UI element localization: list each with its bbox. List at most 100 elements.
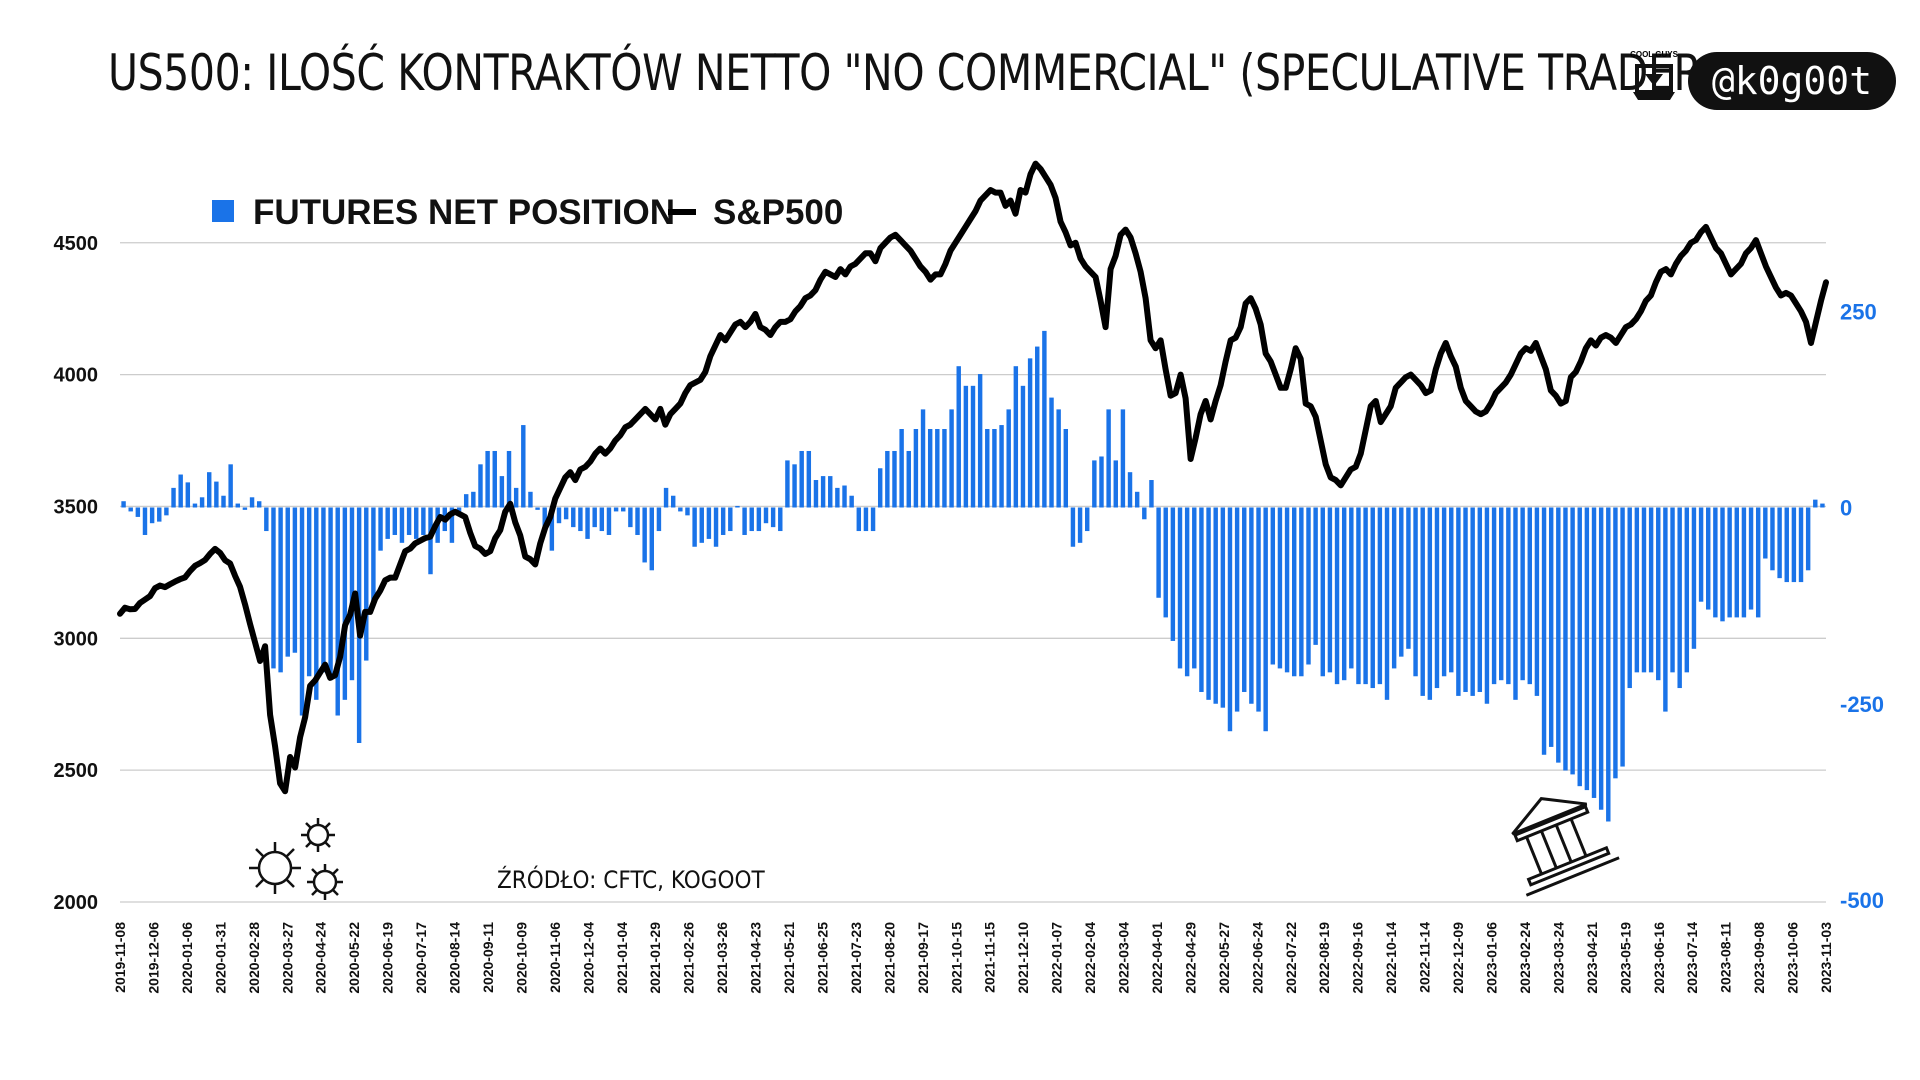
bar <box>1049 397 1054 508</box>
line-series-sp500 <box>117 160 1829 795</box>
bar <box>1341 507 1347 681</box>
bar <box>1513 507 1518 700</box>
bar <box>735 505 740 508</box>
bar <box>956 366 961 508</box>
bar <box>1106 409 1111 508</box>
x-axis-tick-label: 2022-10-14 <box>1383 922 1399 994</box>
x-axis-ticks: 2019-11-08 2019-12-06 2020-01-06 2020-01-31… <box>112 922 1834 994</box>
x-axis-tick-label: 2022-07-22 <box>1283 922 1299 994</box>
bar <box>485 450 490 508</box>
bar <box>199 497 205 508</box>
bar <box>970 385 976 508</box>
x-axis-tick-label: 2022-05-27 <box>1216 922 1232 994</box>
bar <box>421 507 426 535</box>
bar <box>1127 472 1133 508</box>
bar <box>1798 507 1804 583</box>
bar <box>749 507 754 532</box>
bar <box>542 507 547 528</box>
bar <box>278 507 283 673</box>
bar <box>1220 507 1226 708</box>
bar <box>756 507 762 532</box>
bar <box>1456 507 1461 696</box>
bar <box>1092 460 1097 508</box>
bar <box>1770 507 1775 571</box>
bar <box>249 497 255 508</box>
x-axis-tick-label: 2023-10-06 <box>1785 922 1801 994</box>
x-axis-tick-label: 2021-01-04 <box>614 922 630 994</box>
bar <box>1741 507 1747 618</box>
bar <box>1648 507 1654 673</box>
bar <box>1698 507 1704 602</box>
bar <box>1634 507 1640 673</box>
bar <box>1541 507 1547 755</box>
x-axis-tick-label: 2023-02-24 <box>1517 922 1533 994</box>
bar <box>778 507 783 532</box>
legend: FUTURES NET POSITION S&P500 <box>212 193 843 232</box>
bar <box>1620 507 1625 767</box>
bar <box>1077 507 1083 543</box>
bar <box>885 450 890 508</box>
left-axis-tick-label: 3000 <box>54 628 99 650</box>
bar <box>1556 507 1561 763</box>
bar <box>663 487 669 508</box>
x-axis-tick-label: 2022-03-04 <box>1116 922 1132 994</box>
legend-line-swatch <box>668 209 696 215</box>
bar <box>621 507 626 512</box>
bar <box>1035 346 1040 508</box>
bar <box>1663 507 1668 712</box>
bar <box>1313 507 1318 645</box>
bar <box>549 507 555 551</box>
x-axis-tick-label: 2023-08-11 <box>1718 922 1734 993</box>
x-axis-tick-label: 2023-01-06 <box>1483 922 1499 994</box>
bar <box>121 501 126 508</box>
bar <box>856 507 862 532</box>
bar <box>692 507 697 547</box>
bar <box>799 450 804 508</box>
x-axis-tick-label: 2021-05-21 <box>781 922 797 994</box>
bar-series-futures <box>121 330 1825 822</box>
x-axis-tick-label: 2023-11-03 <box>1818 922 1834 993</box>
right-axis-ticks: -500 -250 0 250 <box>1840 299 1884 913</box>
bar <box>1748 507 1754 610</box>
bar <box>1113 460 1118 508</box>
bar <box>599 507 605 532</box>
author-handle-badge[interactable]: @k0g00t <box>1688 52 1896 110</box>
x-axis-tick-label: 2020-11-06 <box>547 922 563 993</box>
bar <box>242 507 248 510</box>
bar <box>1277 507 1283 669</box>
x-axis-tick-label: 2022-11-14 <box>1417 922 1433 993</box>
bar <box>385 507 390 539</box>
bar <box>1134 491 1140 508</box>
bar <box>713 507 719 547</box>
bar <box>1627 507 1632 689</box>
bar <box>157 507 162 522</box>
x-axis-tick-label: 2021-02-26 <box>681 922 697 994</box>
bar <box>463 494 469 508</box>
bar <box>699 507 704 543</box>
bar <box>1784 507 1789 583</box>
bar <box>842 485 847 508</box>
x-axis-tick-label: 2019-11-08 <box>112 922 128 993</box>
bar <box>1384 507 1390 700</box>
x-axis-tick-label: 2021-03-26 <box>714 922 730 994</box>
bar <box>1292 507 1297 677</box>
bar <box>1184 507 1190 677</box>
x-axis-tick-label: 2021-11-15 <box>982 922 998 993</box>
bar <box>414 507 419 539</box>
laptop-icon <box>1633 64 1675 100</box>
x-axis-tick-label: 2020-09-11 <box>480 922 496 993</box>
bar <box>1491 507 1497 685</box>
x-axis-tick-label: 2021-08-20 <box>881 922 897 994</box>
bar <box>1006 409 1011 508</box>
bar <box>1527 507 1532 685</box>
bar <box>949 409 954 508</box>
bar <box>528 491 533 508</box>
bar <box>207 472 212 508</box>
x-axis-tick-label: 2022-04-29 <box>1182 922 1198 994</box>
bar <box>770 507 776 528</box>
bar <box>428 507 433 575</box>
bar <box>1805 507 1811 571</box>
bar <box>1249 507 1254 704</box>
x-axis-tick-label: 2020-01-06 <box>179 922 195 994</box>
left-axis-ticks: 2000 2500 3000 3500 4000 4500 <box>54 233 99 914</box>
